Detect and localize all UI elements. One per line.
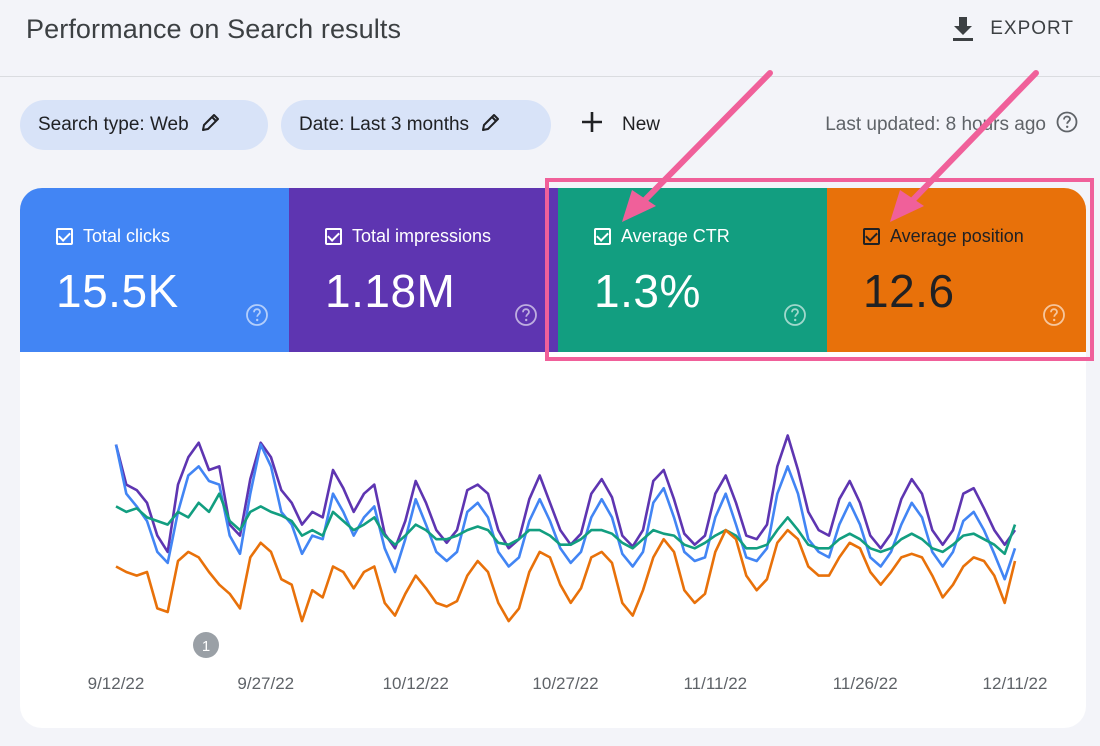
help-icon[interactable] — [783, 303, 807, 332]
metric-label: Total clicks — [83, 226, 171, 246]
metric-cards: Total clicks 15.5K Total impressions 1.1… — [20, 188, 1086, 352]
search-type-chip[interactable]: Search type: Web — [20, 100, 268, 150]
date-range-chip[interactable]: Date: Last 3 months — [281, 100, 551, 150]
help-icon[interactable] — [514, 303, 538, 332]
performance-card: Total clicks 15.5K Total impressions 1.1… — [20, 188, 1086, 728]
filter-bar: Search type: Web Date: Last 3 months — [0, 100, 1100, 152]
metric-average-ctr[interactable]: Average CTR 1.3% — [558, 188, 827, 352]
metric-average-position[interactable]: Average position 12.6 — [827, 188, 1086, 352]
metric-label: Total impressions — [352, 226, 492, 246]
metric-total-impressions[interactable]: Total impressions 1.18M — [289, 188, 558, 352]
checkbox-checked-icon[interactable] — [325, 228, 342, 245]
help-icon[interactable] — [1042, 303, 1066, 332]
checkbox-checked-icon[interactable] — [863, 228, 880, 245]
page-title: Performance on Search results — [26, 14, 402, 44]
metric-value: 1.3% — [594, 265, 701, 317]
download-icon — [952, 16, 974, 42]
metric-value: 15.5K — [56, 265, 179, 317]
metric-label-row: Average position — [863, 226, 1024, 247]
edit-pencil-icon — [481, 112, 501, 138]
last-updated-text: Last updated: 8 hours ago — [825, 114, 1046, 135]
last-updated: Last updated: 8 hours ago — [825, 100, 1078, 150]
help-icon[interactable] — [245, 303, 269, 332]
help-icon[interactable] — [1056, 111, 1078, 139]
edit-pencil-icon — [201, 112, 221, 138]
metric-label: Average position — [890, 226, 1024, 246]
metric-value: 12.6 — [863, 265, 955, 317]
export-label: EXPORT — [990, 18, 1074, 39]
export-button[interactable]: EXPORT — [952, 12, 1074, 46]
checkbox-checked-icon[interactable] — [56, 228, 73, 245]
plus-icon — [580, 110, 604, 140]
page-header: Performance on Search results EXPORT — [0, 0, 1100, 77]
new-filter-button[interactable]: New — [580, 100, 660, 150]
search-type-label: Search type: Web — [38, 114, 189, 135]
metric-label-row: Average CTR — [594, 226, 730, 247]
checkbox-checked-icon[interactable] — [594, 228, 611, 245]
new-filter-label: New — [622, 114, 661, 135]
metric-label-row: Total clicks — [56, 226, 170, 247]
metric-value: 1.18M — [325, 265, 456, 317]
metric-total-clicks[interactable]: Total clicks 15.5K — [20, 188, 289, 352]
metric-label: Average CTR — [621, 226, 730, 246]
date-range-label: Date: Last 3 months — [299, 114, 470, 135]
metric-label-row: Total impressions — [325, 226, 491, 247]
